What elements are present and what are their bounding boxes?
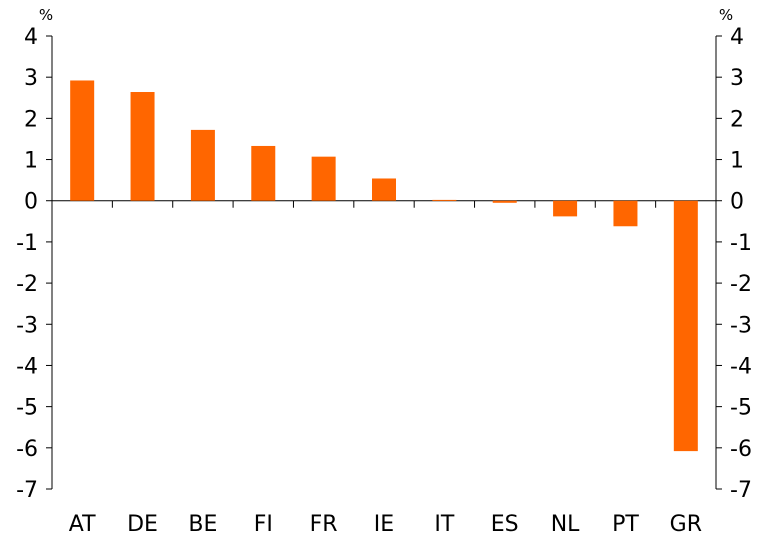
- y-tick-label-right: -6: [730, 437, 752, 462]
- y-tick-label-right: -7: [730, 478, 752, 503]
- y-tick-label-left: -5: [16, 396, 38, 421]
- x-category-label-gr: GR: [670, 512, 702, 537]
- bar-pt: [613, 200, 638, 227]
- y-tick-label-right: -2: [730, 272, 752, 297]
- x-category-label-fi: FI: [254, 512, 273, 537]
- x-category-label-it: IT: [434, 512, 454, 537]
- bar-it: [432, 199, 457, 201]
- x-category-label-nl: NL: [551, 512, 580, 537]
- y-tick-label-left: -3: [16, 313, 38, 338]
- y-tick-label-left: 1: [24, 149, 38, 174]
- x-category-label-es: ES: [491, 512, 519, 537]
- bar-fr: [311, 156, 336, 201]
- y-tick-label-right: 1: [730, 149, 744, 174]
- y-tick-label-left: 4: [24, 25, 38, 50]
- bar-fi: [251, 145, 276, 201]
- x-category-label-de: DE: [127, 512, 158, 537]
- labels: 4 4 3 3 2 2 1 1 0 0 -1 -1 -2 -2 -3 -3 -4 -4 -5 -5 -6 -6 -7 -7 AT…: [16, 25, 752, 537]
- bar-de: [130, 92, 155, 201]
- bar-es: [492, 200, 517, 203]
- bars: [70, 80, 698, 452]
- x-category-label-be: BE: [188, 512, 217, 537]
- x-category-label-at: AT: [69, 512, 96, 537]
- bar-at: [70, 80, 95, 201]
- bar-gr: [673, 200, 698, 452]
- y-tick-label-right: -1: [730, 231, 752, 256]
- y-tick-label-left: 0: [24, 190, 38, 215]
- y-tick-label-left: -1: [16, 231, 38, 256]
- x-category-label-fr: FR: [310, 512, 338, 537]
- y-axis-unit-left: %: [39, 6, 53, 24]
- x-category-label-pt: PT: [612, 512, 639, 537]
- y-tick-label-right: -5: [730, 396, 752, 421]
- bar-be: [190, 129, 215, 201]
- y-tick-label-right: 0: [730, 190, 744, 215]
- y-tick-label-right: -4: [730, 354, 752, 379]
- y-axis-unit-right: %: [719, 6, 733, 24]
- y-tick-label-left: 3: [24, 66, 38, 91]
- y-tick-label-right: -3: [730, 313, 752, 338]
- axes: [46, 35, 722, 490]
- y-tick-label-right: 4: [730, 25, 744, 50]
- y-tick-label-right: 3: [730, 66, 744, 91]
- y-tick-label-left: -7: [16, 478, 38, 503]
- y-tick-label-right: 2: [730, 107, 744, 132]
- y-tick-label-left: -6: [16, 437, 38, 462]
- x-category-label-ie: IE: [374, 512, 394, 537]
- y-tick-label-left: -4: [16, 354, 38, 379]
- y-tick-label-left: 2: [24, 107, 38, 132]
- bar-ie: [372, 178, 396, 201]
- bar-nl: [553, 200, 578, 217]
- y-tick-label-left: -2: [16, 272, 38, 297]
